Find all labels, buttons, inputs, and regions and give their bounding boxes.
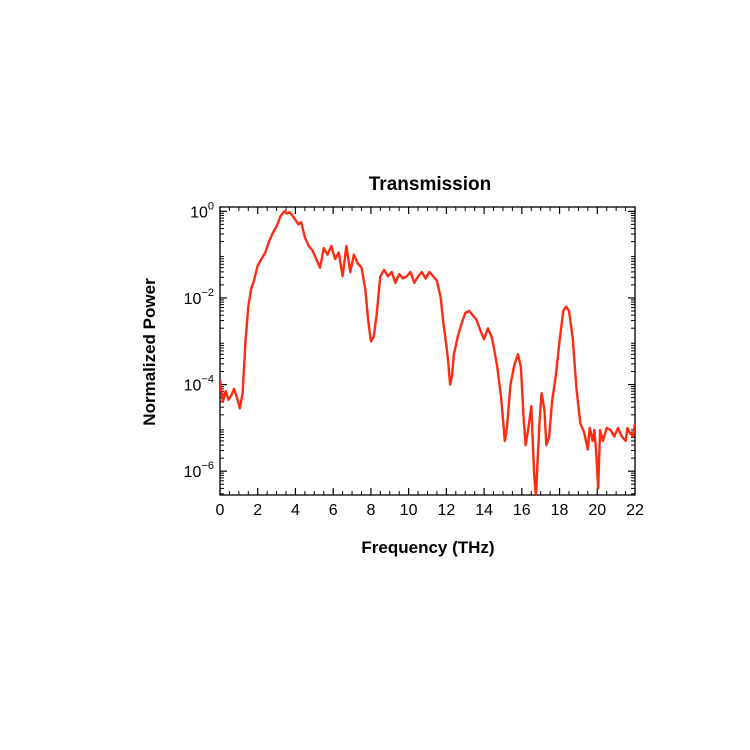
x-tick-label: 20 (588, 502, 606, 519)
y-axis-title: Normalized Power (140, 278, 159, 426)
x-tick-label: 16 (513, 502, 531, 519)
x-tick-labels: 0 2 4 6 8 10 12 14 16 18 20 22 (216, 502, 644, 519)
x-tick-label: 18 (551, 502, 569, 519)
y-tick-label: 10−4 (184, 374, 214, 395)
x-tick-label: 10 (400, 502, 418, 519)
x-axis-title: Frequency (THz) (361, 538, 494, 557)
x-tick-label: 12 (437, 502, 455, 519)
x-tick-label: 14 (475, 502, 493, 519)
y-tick-label: 100 (190, 200, 214, 221)
x-tick-label: 6 (329, 502, 338, 519)
x-tick-label: 4 (291, 502, 300, 519)
y-tick-labels: 100 10−2 10−4 10−6 (184, 200, 214, 481)
y-tick-label: 10−2 (184, 287, 214, 308)
x-tick-label: 0 (216, 502, 225, 519)
x-tick-label: 22 (626, 502, 644, 519)
transmission-series-line (220, 210, 635, 495)
chart-title: Transmission (369, 174, 492, 195)
x-tick-label: 2 (253, 502, 262, 519)
x-tick-label: 8 (366, 502, 375, 519)
y-tick-label: 10−6 (184, 460, 214, 481)
